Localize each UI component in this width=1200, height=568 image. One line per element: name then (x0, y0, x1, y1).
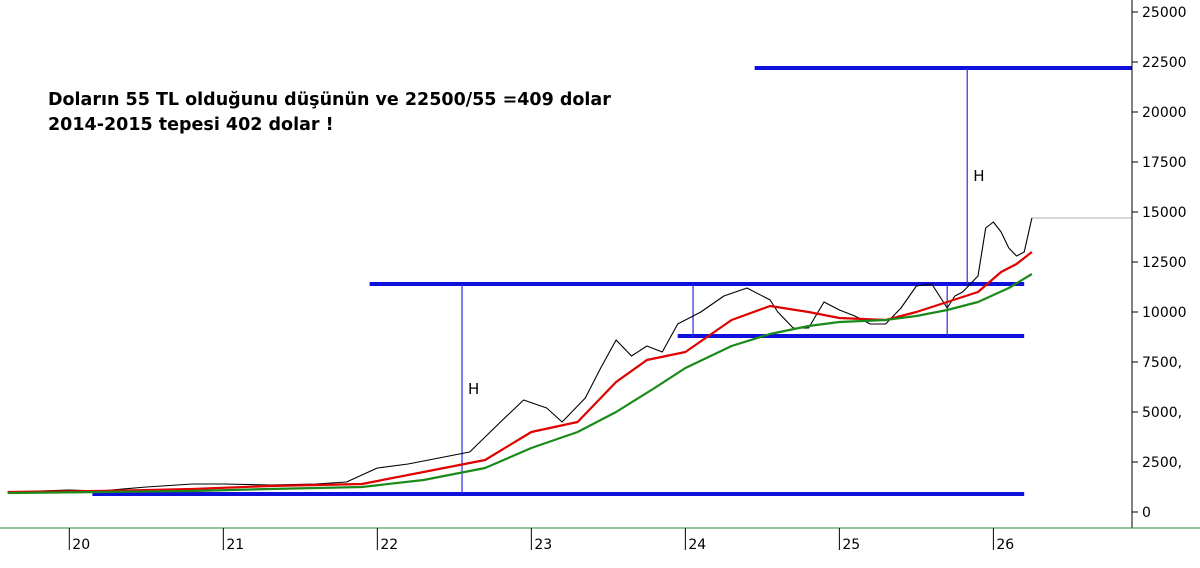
annotation-line-1: Doların 55 TL olduğunu düşünün ve 22500/… (48, 90, 611, 110)
y-tick-label-7: 7500, (1142, 355, 1182, 371)
x-tick-label-6: 26 (996, 537, 1014, 553)
x-tick-label-1: 21 (226, 537, 244, 553)
support-resistance-lines (92, 66, 1132, 496)
x-tick-label-0: 20 (72, 537, 90, 553)
y-tick-label-4: 15000 (1142, 205, 1187, 221)
series-lines (7, 217, 1132, 495)
y-tick-label-0: 25000 (1142, 5, 1187, 21)
x-tick-label-5: 25 (842, 537, 860, 553)
y-tick-label-6: 10000 (1142, 305, 1187, 321)
chart-annotation: Doların 55 TL olduğunu düşünün ve 22500/… (48, 88, 611, 138)
axes: 25000 22500 20000 17500 15000 12500 10000 7500,… (0, 0, 1200, 553)
x-tick-label-3: 23 (534, 537, 552, 553)
x-tick-label-2: 22 (380, 537, 398, 553)
series-line-2 (7, 273, 1033, 495)
annotation-line-2: 2014-2015 tepesi 402 dolar ! (48, 115, 334, 135)
h-measure-label-1: H (973, 167, 984, 185)
y-tick-label-1: 22500 (1142, 55, 1187, 71)
x-tick-label-4: 24 (688, 537, 706, 553)
y-tick-label-2: 20000 (1142, 105, 1187, 121)
y-tick-label-10: 0 (1142, 505, 1151, 521)
series-line-1 (7, 251, 1033, 494)
y-tick-label-9: 2500, (1142, 455, 1182, 471)
series-line-0 (7, 217, 1033, 493)
y-tick-label-8: 5000, (1142, 405, 1182, 421)
y-tick-label-3: 17500 (1142, 155, 1187, 171)
h-measure-label-0: H (468, 380, 479, 398)
height-measures: HH (461, 68, 984, 494)
y-tick-label-5: 12500 (1142, 255, 1187, 271)
